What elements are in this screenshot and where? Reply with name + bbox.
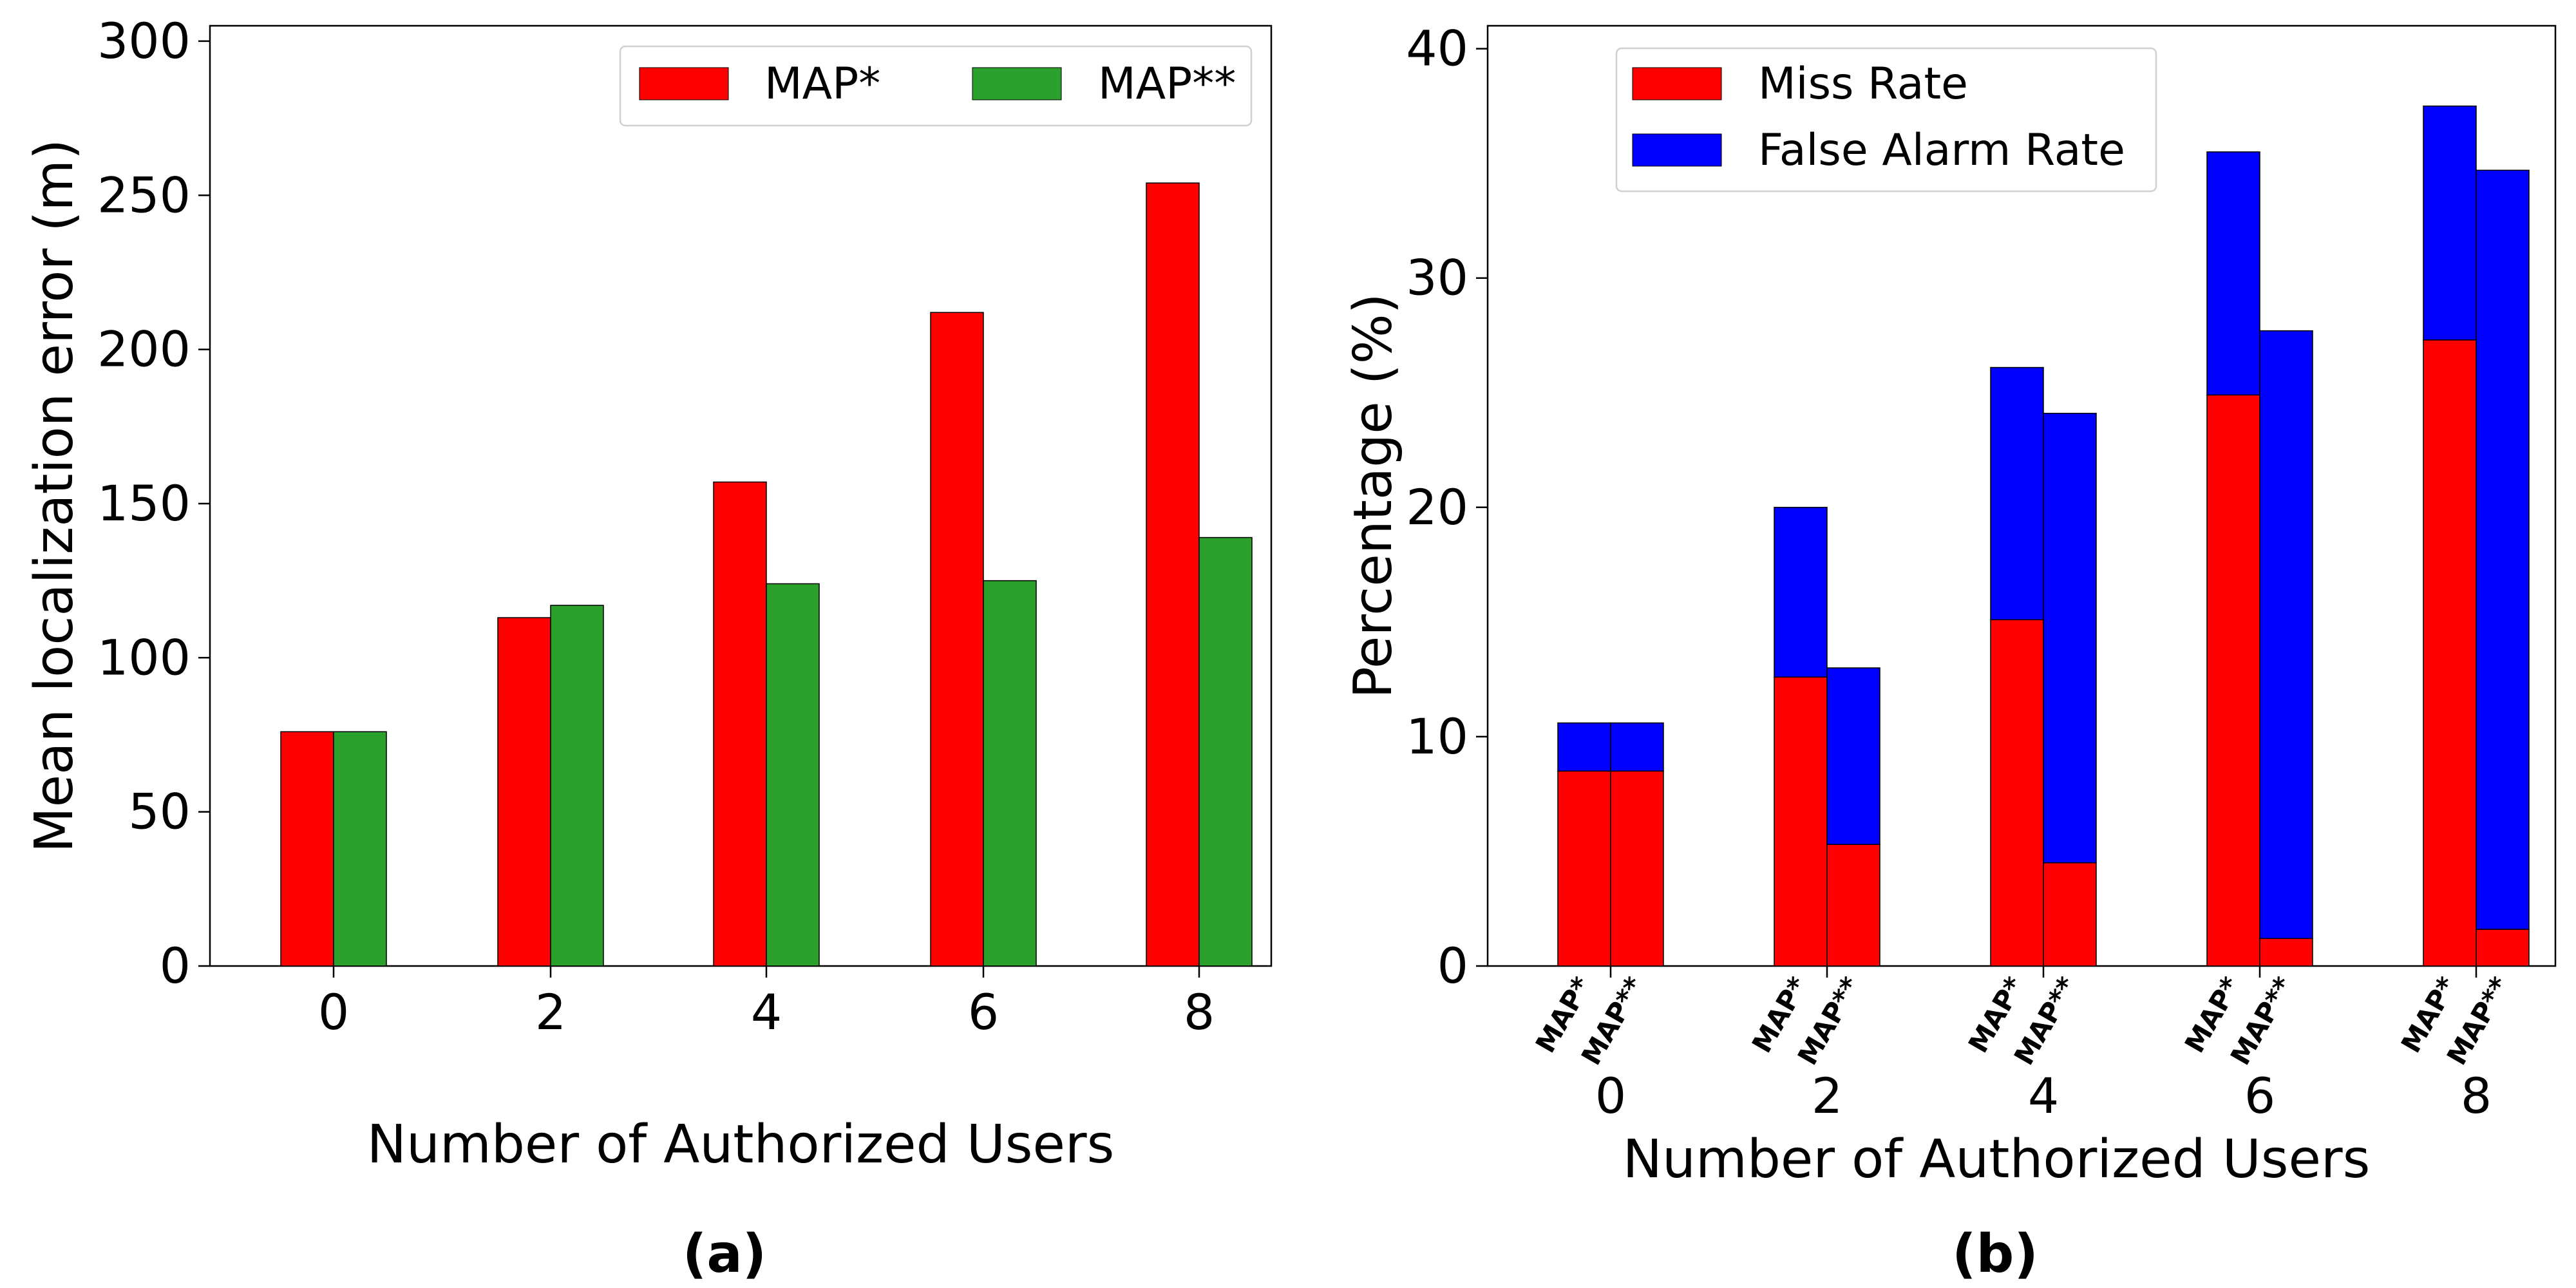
- bar-miss-rate-map-double-star-2: [1826, 844, 1880, 967]
- bar-miss-rate-map-double-star-6: [2259, 938, 2313, 967]
- chart-b-legend-frame: [1615, 47, 2157, 193]
- x-tick-label-0: 0: [318, 983, 349, 1041]
- chart-b-bars: [1557, 105, 2530, 967]
- y-tick-label-30: 30: [1406, 249, 1468, 307]
- y-tick-label-0: 0: [160, 937, 191, 994]
- chart-b-legend: Miss Rate False Alarm Rate: [1615, 47, 2157, 193]
- bar-miss-rate-map-double-star-0: [1610, 770, 1664, 967]
- chart-b-x-ticks: 0 2 4 6 8: [1595, 966, 2492, 1124]
- bar-false-alarm-rate-map-double-star-0: [1610, 722, 1664, 772]
- bar-map-double-star-6: [983, 580, 1037, 967]
- y-tick-label-50: 50: [128, 783, 191, 840]
- bar-false-alarm-rate-map-star-0: [1557, 722, 1611, 772]
- chart-a-panel-label: (a): [683, 1224, 766, 1285]
- bar-map-star-8: [1146, 182, 1200, 967]
- bar-map-star-0: [280, 731, 334, 967]
- bar-miss-rate-map-star-0: [1557, 770, 1611, 967]
- bar-miss-rate-map-double-star-8: [2476, 929, 2530, 967]
- legend-swatch-map-star: [639, 67, 729, 100]
- bar-false-alarm-rate-map-star-2: [1774, 507, 1828, 678]
- chart-a-bars: [280, 182, 1253, 967]
- x-tick-label-6: 6: [2244, 1067, 2275, 1124]
- bar-map-double-star-4: [766, 583, 820, 967]
- chart-b-y-axis-label: Percentage (%): [1343, 293, 1404, 698]
- y-tick-label-0: 0: [1437, 937, 1468, 994]
- x-tick-label-4: 4: [2028, 1067, 2059, 1124]
- bar-map-star-6: [930, 312, 984, 967]
- y-tick-label-40: 40: [1406, 20, 1468, 77]
- x-tick-label-6: 6: [968, 983, 999, 1041]
- bar-miss-rate-map-star-8: [2423, 339, 2477, 967]
- bar-map-star-2: [497, 617, 551, 967]
- x-tick-label-2: 2: [535, 983, 566, 1041]
- y-tick-label-150: 150: [97, 475, 191, 532]
- x-tick-label-2: 2: [1812, 1067, 1842, 1124]
- bar-map-star-4: [713, 481, 767, 967]
- chart-a-legend-frame: [619, 45, 1253, 127]
- legend-label-map-star: MAP*: [764, 59, 880, 109]
- y-tick-label-10: 10: [1406, 708, 1468, 765]
- bar-false-alarm-rate-map-double-star-8: [2476, 169, 2530, 930]
- chart-a-x-axis-label: Number of Authorized Users: [367, 1114, 1115, 1175]
- bar-map-double-star-2: [550, 605, 604, 967]
- y-tick-label-200: 200: [97, 321, 191, 378]
- chart-a-x-ticks: 0 2 4 6 8: [318, 966, 1215, 1041]
- chart-b-bar-labels: MAP*MAP** MAP*MAP** MAP*MAP** MAP*MAP** MAP*…: [1530, 971, 2516, 1070]
- chart-b-panel-label: (b): [1952, 1224, 2038, 1285]
- legend-swatch-miss-rate: [1632, 67, 1722, 100]
- legend-label-false-alarm-rate: False Alarm Rate: [1758, 125, 2125, 176]
- chart-a: 0 50 100 150 200 250 300 0 2 4 6 8 Mean localizati…: [24, 12, 1273, 1285]
- bar-false-alarm-rate-map-double-star-2: [1826, 667, 1880, 846]
- y-tick-label-20: 20: [1406, 478, 1468, 536]
- bar-miss-rate-map-star-2: [1774, 676, 1828, 967]
- x-tick-label-0: 0: [1595, 1067, 1626, 1124]
- legend-label-map-double-star: MAP**: [1098, 59, 1236, 109]
- y-tick-label-100: 100: [97, 629, 191, 686]
- bar-miss-rate-map-double-star-4: [2043, 862, 2097, 967]
- bar-miss-rate-map-star-6: [2206, 394, 2260, 967]
- x-tick-label-8: 8: [1184, 983, 1215, 1041]
- bar-false-alarm-rate-map-double-star-6: [2259, 330, 2313, 940]
- chart-a-y-axis-label: Mean localization error (m): [24, 139, 85, 853]
- chart-a-y-ticks: 0 50 100 150 200 250 300: [97, 12, 210, 994]
- legend-swatch-map-double-star: [972, 67, 1062, 100]
- bar-map-double-star-0: [333, 731, 387, 967]
- bar-false-alarm-rate-map-double-star-4: [2043, 413, 2097, 864]
- chart-b: 0 10 20 30 40 0 2 4 6 8 MAP*MAP** MAP*MAP** MAP*MA…: [1343, 20, 2557, 1285]
- bar-false-alarm-rate-map-star-8: [2423, 105, 2477, 341]
- bar-false-alarm-rate-map-star-6: [2206, 151, 2260, 396]
- legend-swatch-false-alarm-rate: [1632, 133, 1722, 167]
- bar-miss-rate-map-star-4: [1990, 619, 2044, 967]
- x-tick-label-4: 4: [751, 983, 782, 1041]
- y-tick-label-300: 300: [97, 12, 191, 70]
- x-tick-label-8: 8: [2461, 1067, 2492, 1124]
- chart-b-y-ticks: 0 10 20 30 40: [1406, 20, 1488, 994]
- chart-b-x-axis-label: Number of Authorized Users: [1623, 1129, 2371, 1190]
- y-tick-label-250: 250: [97, 166, 191, 223]
- chart-a-legend: MAP* MAP**: [619, 45, 1253, 127]
- bar-false-alarm-rate-map-star-4: [1990, 366, 2044, 621]
- bar-map-double-star-8: [1198, 536, 1253, 967]
- legend-label-miss-rate: Miss Rate: [1758, 59, 1968, 109]
